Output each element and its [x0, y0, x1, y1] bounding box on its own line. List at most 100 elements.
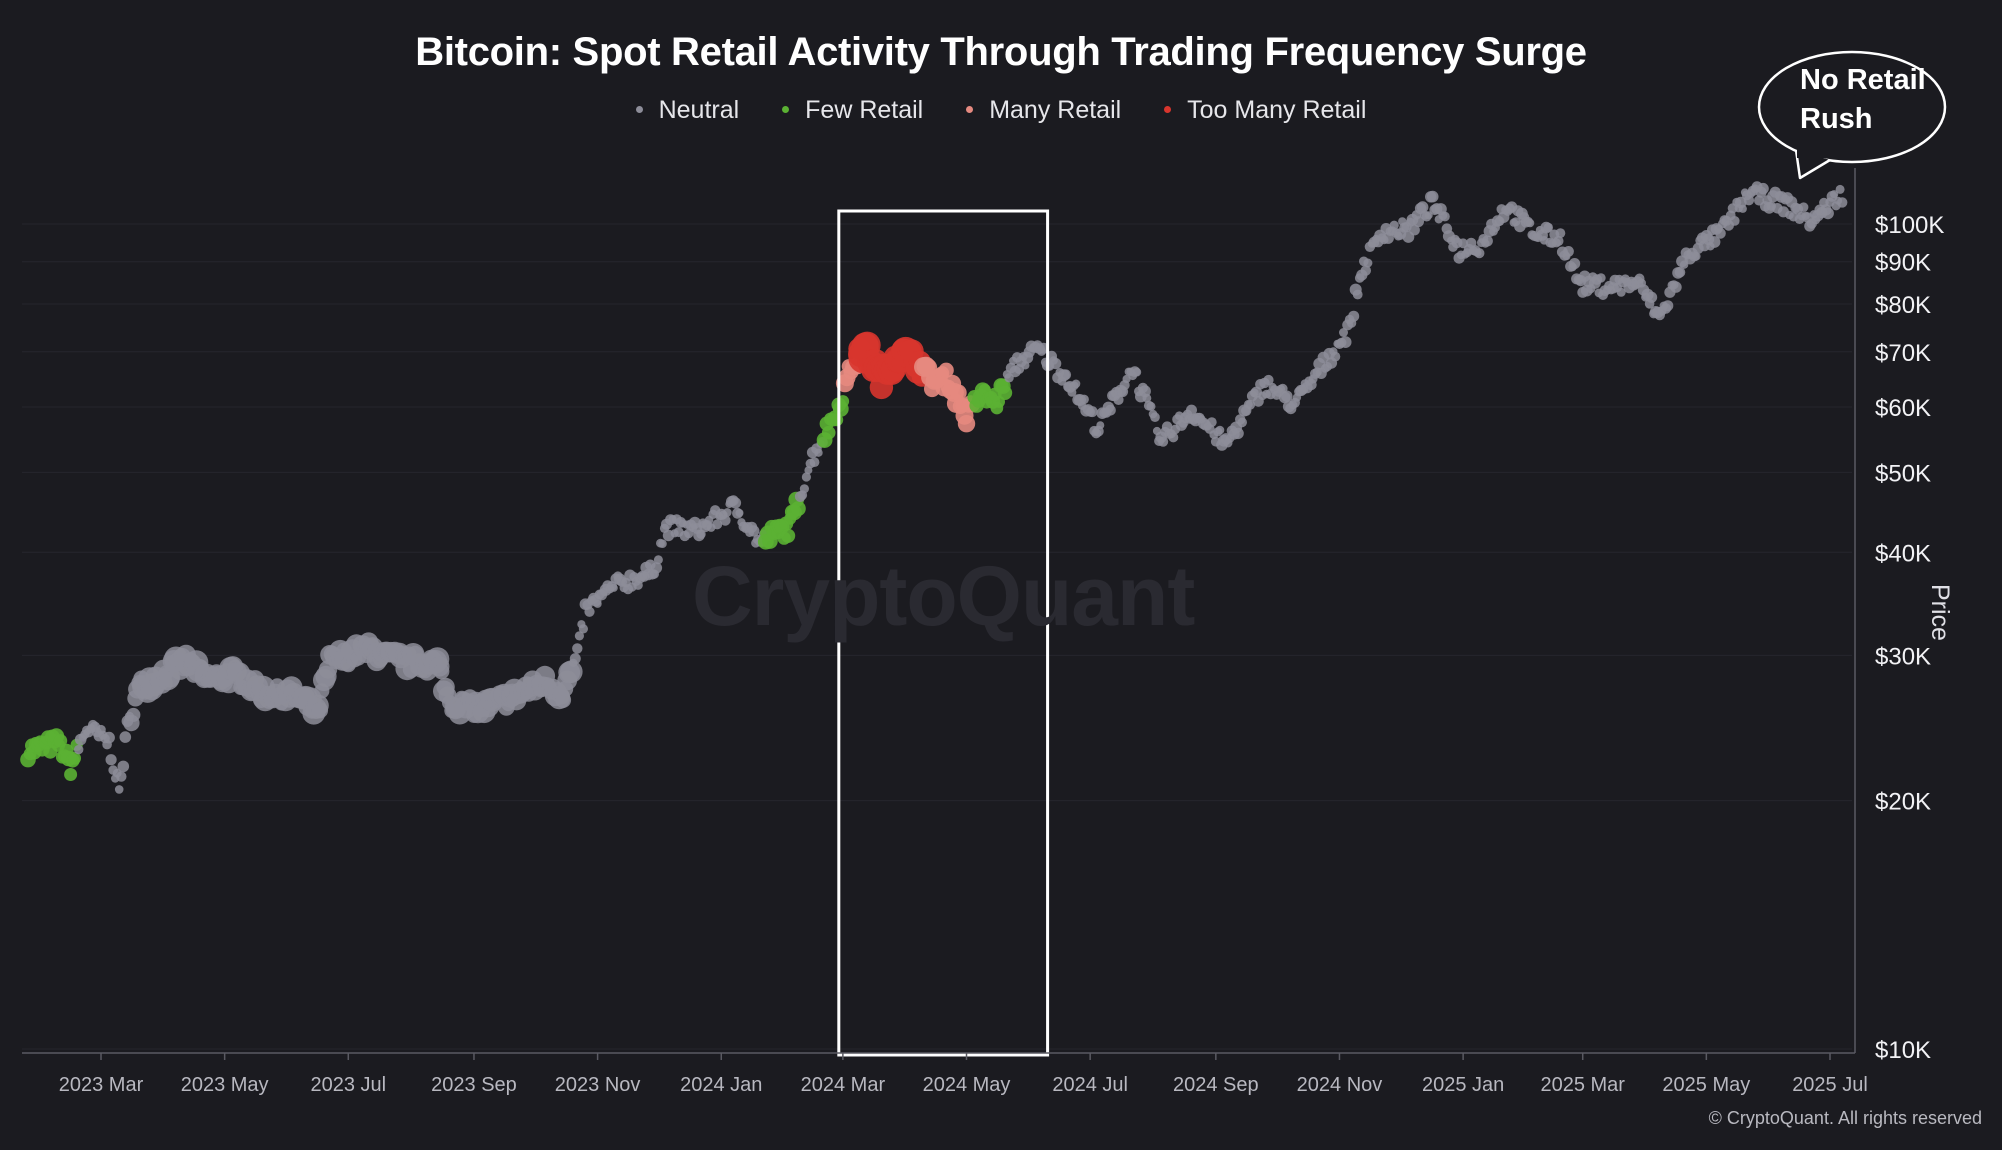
point-neutral — [1416, 201, 1429, 213]
x-tick-label-4: 2023 Nov — [555, 1074, 641, 1096]
point-neutral — [1158, 436, 1169, 447]
point-neutral — [1339, 336, 1352, 348]
point-neutral — [1281, 390, 1293, 402]
point-neutral — [1616, 287, 1626, 297]
x-tick-label-5: 2024 Jan — [680, 1074, 762, 1096]
legend-label-neutral: Neutral — [658, 96, 740, 124]
point-neutral — [1150, 412, 1160, 423]
point-neutral — [1674, 266, 1686, 278]
callout-bubble — [1757, 50, 1947, 180]
point-many-retail — [957, 415, 976, 433]
legend-item-many-retail[interactable]: Many Retail — [966, 96, 1121, 125]
point-neutral — [1060, 369, 1072, 381]
legend-label-too-many-retail: Too Many Retail — [1187, 96, 1367, 124]
point-neutral — [116, 771, 127, 782]
point-neutral — [1563, 246, 1574, 257]
point-neutral — [574, 631, 585, 641]
point-neutral — [1738, 204, 1747, 213]
point-neutral — [1215, 425, 1225, 435]
point-neutral — [593, 599, 602, 608]
point-few-retail — [997, 385, 1013, 400]
point-neutral — [1232, 427, 1244, 440]
point-neutral — [809, 457, 820, 467]
point-neutral — [1363, 258, 1373, 268]
point-neutral — [1096, 421, 1105, 430]
point-neutral — [1245, 400, 1256, 410]
point-neutral — [1525, 218, 1535, 228]
point-neutral — [1050, 358, 1062, 370]
point-few-retail — [790, 501, 806, 517]
point-few-retail — [821, 425, 836, 440]
x-tick-label-6: 2024 Mar — [801, 1074, 886, 1096]
x-tick-label-7: 2024 May — [923, 1074, 1011, 1096]
legend-dot-too-many-retail — [1164, 105, 1172, 113]
point-neutral — [799, 484, 810, 494]
legend-dot-few-retail — [782, 105, 790, 113]
point-neutral — [1113, 394, 1124, 405]
point-neutral — [1105, 404, 1116, 416]
point-neutral — [1413, 216, 1424, 228]
point-neutral — [1798, 202, 1809, 212]
point-neutral — [1263, 374, 1274, 386]
point-neutral — [1837, 197, 1848, 208]
point-neutral — [1237, 417, 1247, 428]
point-neutral — [311, 702, 329, 719]
y-tick-label-4: $60K — [1875, 395, 1931, 422]
point-neutral — [1440, 211, 1450, 222]
point-neutral — [1142, 393, 1152, 403]
point-few-retail — [68, 751, 81, 765]
y-tick-label-7: $30K — [1875, 643, 1931, 670]
point-neutral — [814, 448, 823, 457]
point-neutral — [114, 785, 124, 794]
legend-item-few-retail[interactable]: Few Retail — [782, 96, 923, 125]
callout-ellipse — [1757, 50, 1947, 164]
point-neutral — [1132, 367, 1142, 377]
point-neutral — [1409, 224, 1420, 236]
callout-text: No Retail Rush — [1754, 54, 1944, 164]
point-neutral — [650, 562, 663, 574]
x-tick-label-1: 2023 May — [181, 1074, 269, 1096]
legend-item-too-many-retail[interactable]: Too Many Retail — [1164, 96, 1366, 125]
point-neutral — [1662, 300, 1674, 312]
point-neutral — [748, 525, 760, 537]
y-tick-labels: $100K $90K $80K $70K $60K $50K $40K $30K $20K $10… — [1875, 212, 1944, 1064]
point-neutral — [560, 660, 583, 683]
point-neutral — [1206, 417, 1217, 427]
x-tick-label-9: 2024 Sep — [1173, 1074, 1259, 1096]
point-neutral — [1670, 281, 1682, 293]
legend-dot-neutral — [635, 105, 643, 113]
y-tick-label-0: $100K — [1875, 212, 1944, 239]
point-neutral — [720, 515, 731, 526]
y-tick-label-6: $40K — [1875, 540, 1931, 567]
point-neutral — [572, 643, 583, 654]
point-neutral — [1348, 310, 1360, 322]
point-neutral — [1729, 216, 1740, 226]
point-neutral — [1146, 401, 1156, 411]
point-neutral — [1474, 248, 1485, 259]
point-neutral — [801, 472, 812, 482]
point-neutral — [1168, 432, 1179, 443]
point-neutral — [1543, 222, 1554, 233]
point-neutral — [723, 508, 732, 517]
point-neutral — [126, 707, 141, 722]
point-neutral — [1186, 404, 1197, 416]
point-neutral — [1086, 406, 1098, 418]
gridlines — [22, 223, 1852, 1050]
copyright: © CryptoQuant. All rights reserved — [1708, 1108, 1982, 1128]
point-neutral — [1596, 273, 1606, 283]
point-neutral — [1757, 182, 1769, 195]
callout-tail-mask — [1797, 146, 1829, 158]
point-neutral — [433, 663, 450, 680]
point-neutral — [658, 539, 667, 548]
point-neutral — [1830, 190, 1839, 199]
chart-title: Bitcoin: Spot Retail Activity Through Tr… — [415, 30, 1587, 74]
point-few-retail — [781, 528, 796, 543]
x-tick-labels: 2023 Mar 2023 May 2023 Jul 2023 Sep 2023 Nov… — [59, 1053, 1868, 1096]
y-tick-label-2: $80K — [1875, 292, 1931, 319]
legend-label-many-retail: Many Retail — [989, 96, 1122, 124]
point-neutral — [1691, 251, 1701, 261]
legend-label-few-retail: Few Retail — [805, 96, 924, 124]
y-tick-label-8: $20K — [1875, 789, 1931, 816]
point-neutral — [1330, 351, 1341, 362]
legend-item-neutral[interactable]: Neutral — [635, 96, 740, 125]
